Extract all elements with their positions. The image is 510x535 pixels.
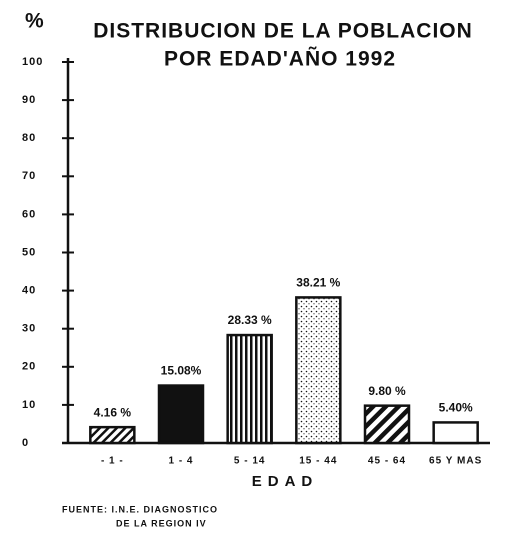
x-axis-label: EDAD [252,473,319,490]
bar [226,333,273,445]
data-label: 15.08% [161,364,202,378]
y-tick-label: 0 [22,437,29,449]
x-tick-label: 45 - 64 [368,456,406,467]
data-label: 28.33 % [228,313,272,327]
chart-title: DISTRIBUCION DE LA POBLACION [93,20,473,43]
bar [157,384,205,445]
chart-title: POR EDAD'AÑO 1992 [164,48,396,71]
y-tick-label: 50 [22,246,36,258]
y-tick-label: 70 [22,170,36,182]
bar [432,421,479,445]
bar [295,296,342,445]
y-tick-label: 90 [22,94,36,106]
source-note: DE LA REGION IV [116,518,207,528]
source-note: FUENTE: I.N.E. DIAGNOSTICO [62,504,218,514]
y-tick-label: 80 [22,132,36,144]
x-tick-label: 65 Y MAS [429,456,482,467]
x-tick-label: - 1 - [101,456,124,467]
x-tick-label: 1 - 4 [168,456,193,467]
data-label: 4.16 % [94,405,132,419]
y-axis-label: % [25,10,45,33]
y-tick-label: 20 [22,361,36,373]
bar [363,404,411,445]
data-label: 38.21 % [296,276,340,290]
data-label: 9.80 % [368,384,406,398]
y-tick-label: 100 [22,56,43,68]
y-tick-label: 30 [22,323,36,335]
x-tick-label: 5 - 14 [234,456,266,467]
y-tick-label: 60 [22,208,36,220]
bar [89,425,136,445]
x-tick-label: 15 - 44 [299,456,337,467]
y-tick-label: 40 [22,285,36,297]
data-label: 5.40% [439,401,473,415]
y-tick-label: 10 [22,399,36,411]
